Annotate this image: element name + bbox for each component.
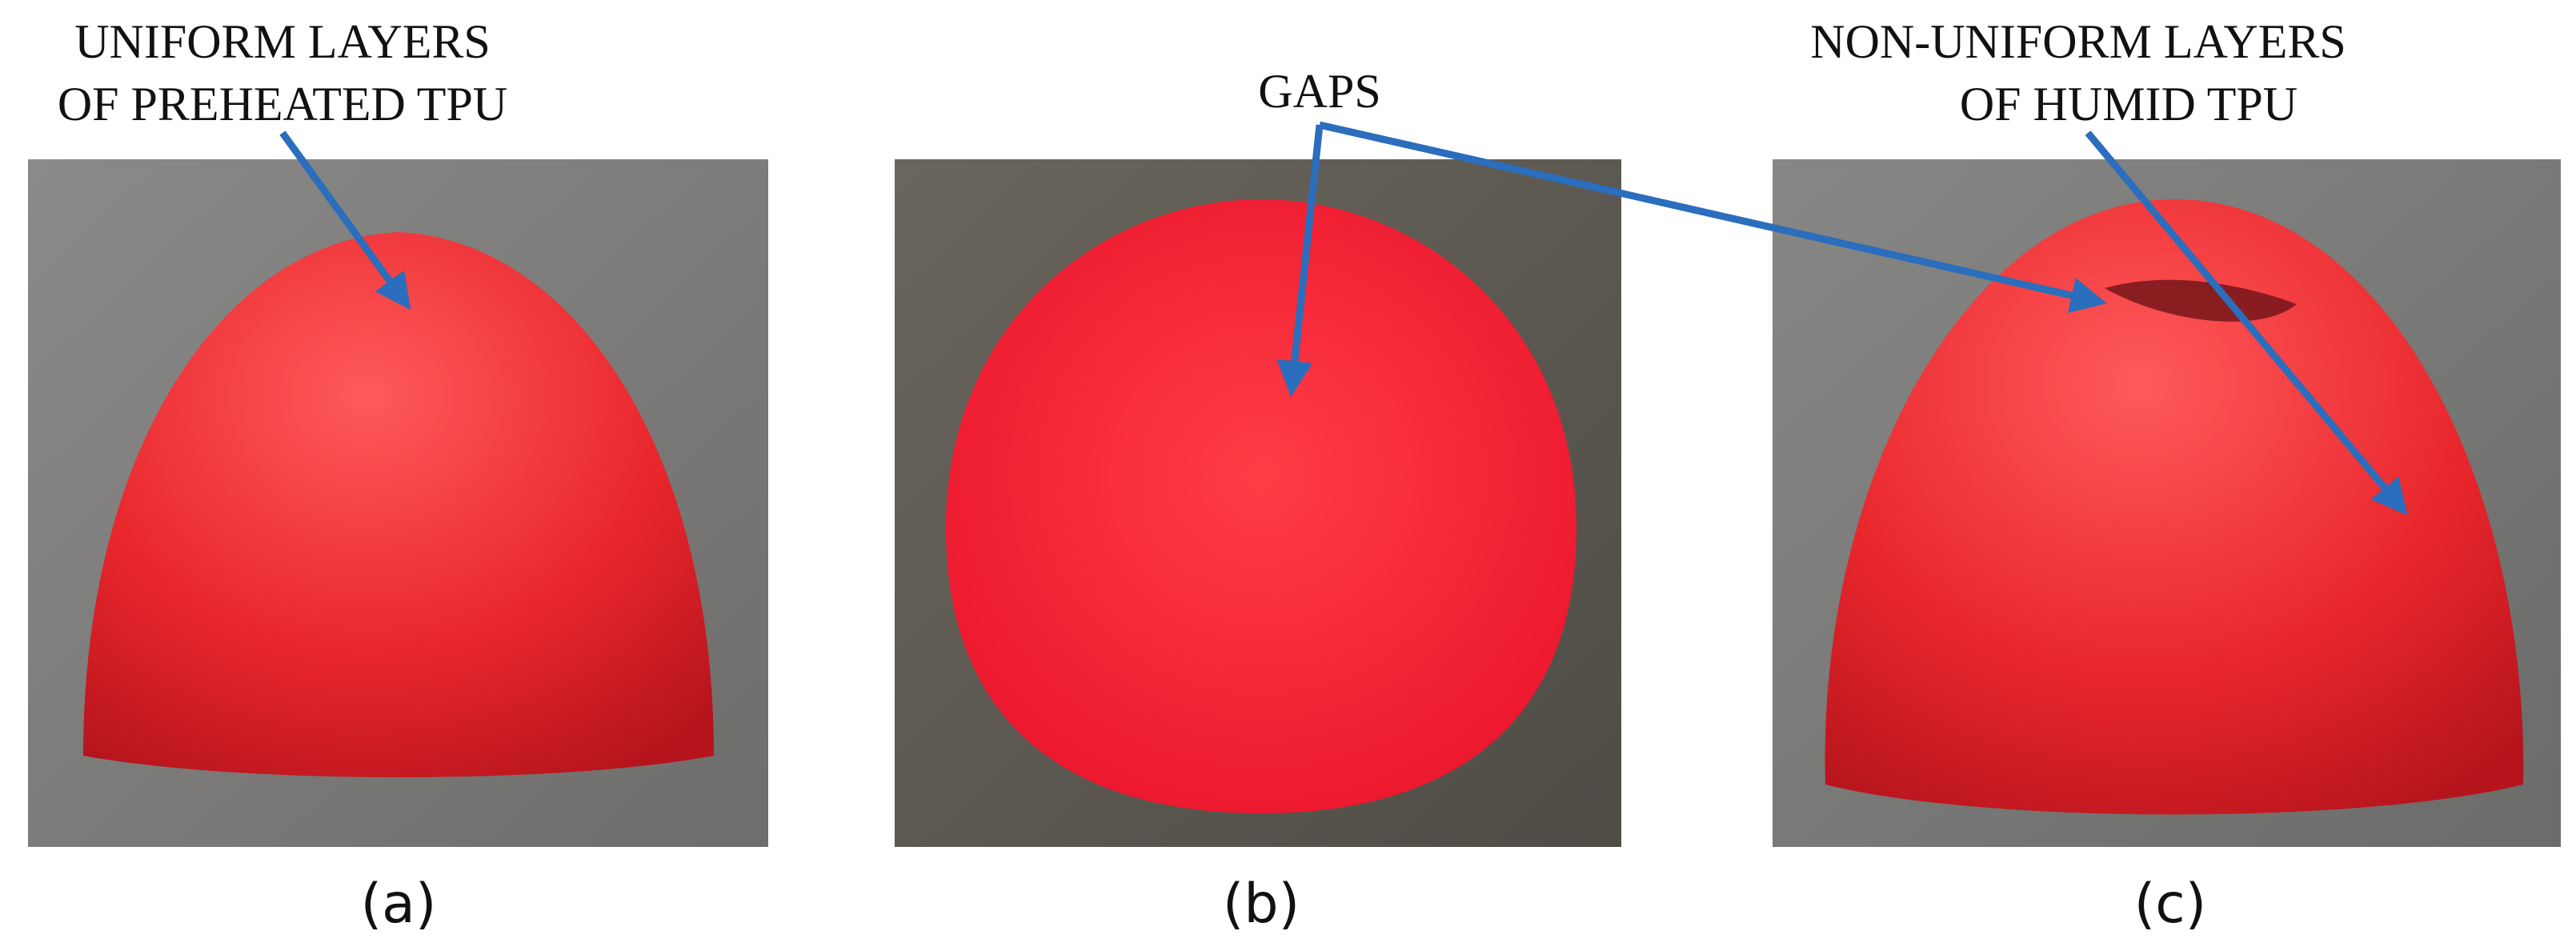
annotation: GAPS xyxy=(1258,65,1380,118)
panel-label: (c) xyxy=(2134,873,2206,936)
annotation: OF HUMID TPU xyxy=(1960,78,2298,130)
annotation: NON-UNIFORM LAYERS xyxy=(1810,15,2346,68)
annotation: UNIFORM LAYERS xyxy=(74,15,491,68)
panel-label: (a) xyxy=(361,873,437,936)
photo-b xyxy=(895,159,1621,847)
annotation: OF PREHEATED TPU xyxy=(58,78,507,130)
photo-c xyxy=(1773,159,2561,847)
panel-label: (b) xyxy=(1223,873,1300,936)
photo-a xyxy=(28,159,768,847)
arrows xyxy=(279,121,2408,516)
